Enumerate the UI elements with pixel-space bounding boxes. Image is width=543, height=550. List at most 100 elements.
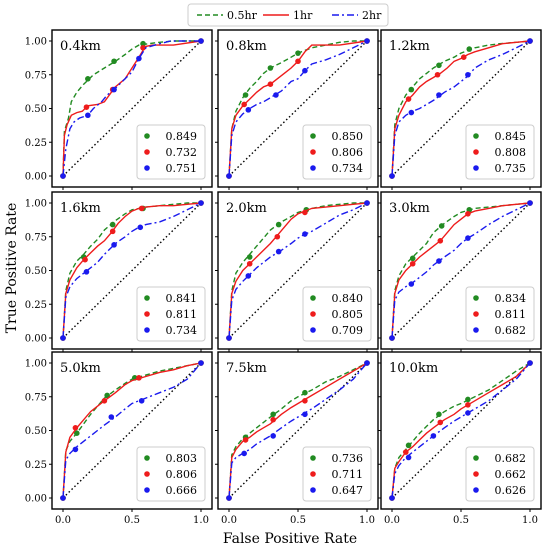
auc-value: 0.666: [166, 484, 198, 497]
auc-legend-frame: [136, 286, 206, 342]
series-marker-1hr: [101, 398, 108, 404]
auc-value: 0.811: [166, 308, 198, 321]
series-marker-2hr: [270, 433, 276, 439]
series-marker-2hr: [108, 414, 115, 420]
series-line-1hr: [391, 202, 531, 339]
auc-legend-marker: [473, 487, 479, 493]
series-marker-1hr: [405, 96, 412, 102]
series-marker-2hr: [465, 235, 471, 241]
series-marker-0.5hr: [302, 389, 308, 396]
chance-line: [228, 202, 368, 339]
y-tick-label: 0.25: [25, 138, 47, 149]
auc-legend-marker: [310, 295, 316, 301]
panel-title: 1.6km: [60, 201, 101, 216]
auc-value: 0.709: [332, 324, 364, 337]
series-marker-2hr: [364, 38, 370, 44]
series-marker-2hr: [302, 231, 308, 237]
x-tick-label: 0.0: [384, 515, 400, 526]
chance-line: [228, 40, 368, 177]
series-marker-0.5hr: [408, 86, 415, 93]
series-marker-1hr: [109, 228, 116, 235]
series-marker-2hr: [275, 248, 282, 255]
y-tick-label: 0.25: [25, 460, 47, 471]
x-tick-label: 0.0: [221, 515, 237, 526]
auc-value: 0.806: [332, 146, 364, 159]
y-tick-label: 1.00: [25, 199, 47, 210]
series-marker-2hr: [226, 495, 232, 501]
series-marker-1hr: [82, 256, 88, 263]
series-marker-0.5hr: [104, 392, 110, 399]
series-line-2hr: [391, 40, 531, 177]
legend-label: 1hr: [293, 9, 313, 22]
auc-legend-marker: [144, 165, 150, 171]
y-tick-label: 1.00: [25, 359, 47, 370]
auc-legend-frame: [465, 124, 535, 180]
series-marker-0.5hr: [436, 411, 442, 418]
auc-value: 0.734: [166, 324, 198, 337]
panel-3_0km: 3.0km 0.834 0.811 0.682: [378, 191, 542, 352]
auc-value: 0.803: [166, 452, 198, 465]
series-marker-2hr: [389, 495, 395, 501]
auc-legend-marker: [144, 295, 150, 301]
series-marker-2hr: [408, 109, 415, 116]
auc-value: 0.735: [495, 162, 527, 175]
panel-5_0km: 0.00 0.25 0.50 0.75 1.00 0.0 0.5 1.0 5.0km 0.803 0…: [25, 351, 213, 526]
panel-title: 3.0km: [389, 201, 430, 216]
series-marker-2hr: [198, 200, 204, 206]
series-line-2hr: [228, 202, 368, 339]
series-marker-1hr: [274, 233, 281, 240]
series-line-2hr: [391, 362, 531, 499]
y-tick-label: 0.75: [25, 70, 47, 81]
series-marker-1hr: [302, 398, 308, 404]
auc-legend-marker: [473, 455, 479, 461]
auc-legend-marker: [310, 133, 316, 139]
auc-value: 0.662: [495, 468, 527, 481]
series-marker-1hr: [295, 58, 301, 65]
series-marker-2hr: [408, 281, 415, 287]
auc-legend-marker: [473, 471, 479, 477]
series-marker-1hr: [138, 205, 145, 212]
auc-legend-marker: [310, 311, 316, 317]
series-marker-1hr: [83, 104, 90, 110]
series-line-0.5hr: [228, 202, 367, 339]
x-tick-label: 0.5: [124, 515, 140, 526]
chance-line: [391, 40, 531, 177]
series-marker-0.5hr: [270, 411, 276, 418]
series-line-1hr: [228, 40, 368, 177]
panel-7_5km: 0.0 0.5 1.0 7.5km 0.736 0.711 0.647: [215, 351, 379, 526]
series-line-1hr: [62, 362, 202, 499]
series-marker-2hr: [136, 55, 142, 62]
series-marker-0.5hr: [246, 254, 253, 260]
series-line-1hr: [62, 202, 202, 339]
y-tick-label: 0.75: [25, 232, 47, 243]
y-tick-label: 0.00: [25, 494, 47, 505]
series-marker-1hr: [241, 101, 247, 108]
series-marker-1hr: [270, 416, 276, 423]
legend-item-2: 2hr: [332, 9, 382, 22]
auc-value: 0.682: [495, 324, 527, 337]
series-marker-2hr: [226, 173, 232, 179]
auc-value: 0.849: [166, 130, 198, 143]
panel-1_6km: 0.00 0.25 0.50 0.75 1.00 1.6km 0.841 0.811 0.734: [25, 191, 213, 352]
auc-legend-marker: [310, 487, 316, 493]
auc-value: 0.805: [332, 308, 364, 321]
auc-legend-marker: [144, 471, 150, 477]
series-marker-2hr: [60, 495, 66, 501]
auc-legend-marker: [144, 487, 150, 493]
series-line-0.5hr: [228, 362, 368, 499]
series-marker-2hr: [436, 258, 442, 264]
auc-value: 0.808: [495, 146, 527, 159]
x-tick-label: 1.0: [193, 515, 209, 526]
series-marker-2hr: [137, 224, 144, 231]
x-tick-label: 0.5: [453, 515, 469, 526]
auc-legend-frame: [136, 124, 206, 180]
series-marker-2hr: [111, 242, 117, 248]
y-tick-label: 1.00: [25, 37, 47, 48]
panel-title: 0.4km: [60, 39, 101, 54]
auc-value: 0.845: [495, 130, 527, 143]
auc-value: 0.751: [166, 162, 198, 175]
panel-title: 5.0km: [60, 361, 101, 376]
chance-line: [228, 362, 368, 499]
x-tick-label: 1.0: [522, 515, 538, 526]
